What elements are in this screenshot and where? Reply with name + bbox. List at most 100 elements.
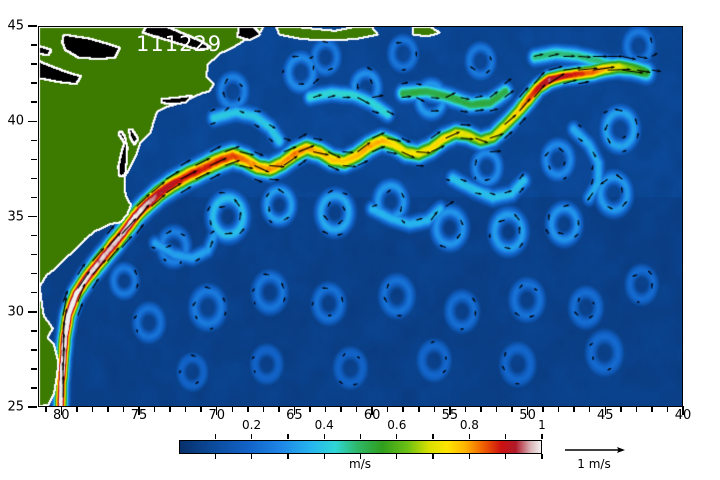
x-axis-label: 45	[597, 408, 614, 423]
x-axis-tick	[91, 406, 94, 412]
x-axis-tick	[76, 406, 78, 412]
x-axis-tick	[433, 406, 436, 412]
colorbar-tick	[432, 454, 434, 459]
x-axis-tick	[324, 406, 327, 412]
colorbar-tick-label: 0.4	[314, 418, 334, 432]
date-stamp-label: 111229	[136, 32, 223, 56]
x-axis-tick	[138, 406, 140, 415]
y-axis-tick	[28, 406, 37, 408]
x-axis-label: 40	[674, 408, 692, 423]
x-axis-tick	[45, 406, 47, 412]
vector-scale-label: 1 m/s	[577, 457, 611, 471]
colorbar-tick	[468, 434, 471, 439]
colorbar-tick	[505, 454, 507, 459]
x-axis-tick	[340, 406, 342, 412]
y-axis-label: 40	[7, 113, 24, 129]
colorbar-tick	[250, 454, 253, 459]
x-axis-tick	[371, 406, 373, 415]
y-axis-tick	[31, 234, 37, 237]
x-axis-tick	[231, 406, 234, 412]
x-axis-tick	[557, 406, 560, 412]
x-axis-tick	[682, 406, 684, 415]
x-axis-tick	[262, 406, 265, 412]
x-axis-label: 55	[441, 408, 459, 423]
y-axis-tick	[28, 120, 37, 122]
colorbar-tick-label: 1	[538, 418, 546, 432]
y-axis-tick	[28, 25, 37, 27]
x-axis-label: 60	[363, 408, 381, 423]
x-axis-tick	[449, 406, 451, 415]
y-axis-tick	[31, 158, 37, 161]
x-axis-tick	[153, 406, 156, 412]
y-axis-label: 25	[7, 399, 24, 415]
x-axis-tick	[573, 406, 575, 412]
y-axis-tick	[31, 291, 37, 294]
colorbar-tick-label: 0.8	[459, 418, 479, 432]
y-axis-tick	[31, 44, 37, 46]
y-axis-tick	[31, 272, 37, 275]
x-axis-tick	[309, 406, 311, 412]
y-axis-tick	[31, 177, 37, 180]
y-axis-tick	[31, 253, 37, 256]
x-axis-tick	[588, 406, 591, 412]
colorbar-tick-label: 0.2	[242, 418, 262, 432]
x-axis-tick	[184, 406, 187, 412]
x-axis-tick	[122, 406, 125, 412]
x-axis-tick	[60, 406, 63, 415]
y-axis-tick	[31, 349, 37, 351]
x-axis-tick	[418, 406, 420, 412]
vector-scale-key: 1 m/s	[563, 443, 653, 475]
y-axis-tick	[31, 139, 37, 142]
map-plot-area[interactable]	[38, 26, 683, 407]
x-axis-label: 65	[286, 408, 303, 423]
x-axis-tick	[293, 406, 296, 415]
colorbar-tick	[541, 454, 543, 459]
y-axis-tick	[31, 82, 37, 84]
x-axis-label: 80	[53, 408, 70, 423]
y-axis-label: 30	[7, 304, 24, 320]
x-axis-tick	[620, 406, 622, 412]
x-axis-tick	[278, 406, 280, 412]
y-axis-tick	[31, 63, 37, 65]
x-axis-tick	[464, 406, 467, 412]
colorbar-tick	[214, 434, 216, 439]
y-axis-tick	[31, 368, 37, 370]
y-axis-tick	[28, 215, 37, 218]
colorbar-unit-label: m/s	[349, 457, 371, 471]
x-axis-tick	[355, 406, 358, 412]
colorbar-tick	[287, 434, 289, 439]
y-axis-label: 35	[7, 209, 24, 224]
x-axis-tick	[402, 406, 404, 412]
colorbar-tick	[359, 434, 362, 439]
x-axis-tick	[635, 406, 638, 412]
colorbar-tick	[396, 434, 398, 439]
x-axis-label: 70	[208, 408, 226, 423]
y-axis-label: 45	[7, 18, 24, 34]
x-axis-tick	[651, 406, 653, 412]
x-axis-tick	[542, 406, 544, 412]
y-axis-tick	[31, 196, 37, 199]
colorbar-tick	[432, 434, 434, 439]
colorbar-tick	[214, 454, 216, 459]
colorbar-tick	[323, 454, 325, 459]
x-axis-label: 75	[130, 408, 148, 423]
colorbar-tick	[468, 454, 471, 459]
reference-arrow-icon	[565, 447, 625, 453]
colorbar-tick	[541, 434, 543, 439]
y-axis-tick	[31, 330, 37, 332]
y-axis-tick	[28, 311, 37, 313]
x-axis-tick	[480, 406, 482, 412]
colorbar-tick	[359, 454, 362, 459]
colorbar-tick	[396, 454, 398, 459]
colorbar-tick	[250, 434, 253, 439]
x-axis-label: 50	[519, 408, 536, 423]
x-axis-tick	[200, 406, 202, 412]
x-axis-tick	[215, 406, 218, 415]
colorbar[interactable]: 0.2 0.4 0.6 0.8 1 m/s	[179, 418, 546, 471]
y-axis-tick	[31, 387, 37, 389]
x-axis-tick	[511, 406, 513, 412]
colorbar-gradient	[179, 440, 542, 454]
colorbar-tick	[505, 434, 507, 439]
current-speed-heatmap-canvas	[39, 27, 682, 406]
